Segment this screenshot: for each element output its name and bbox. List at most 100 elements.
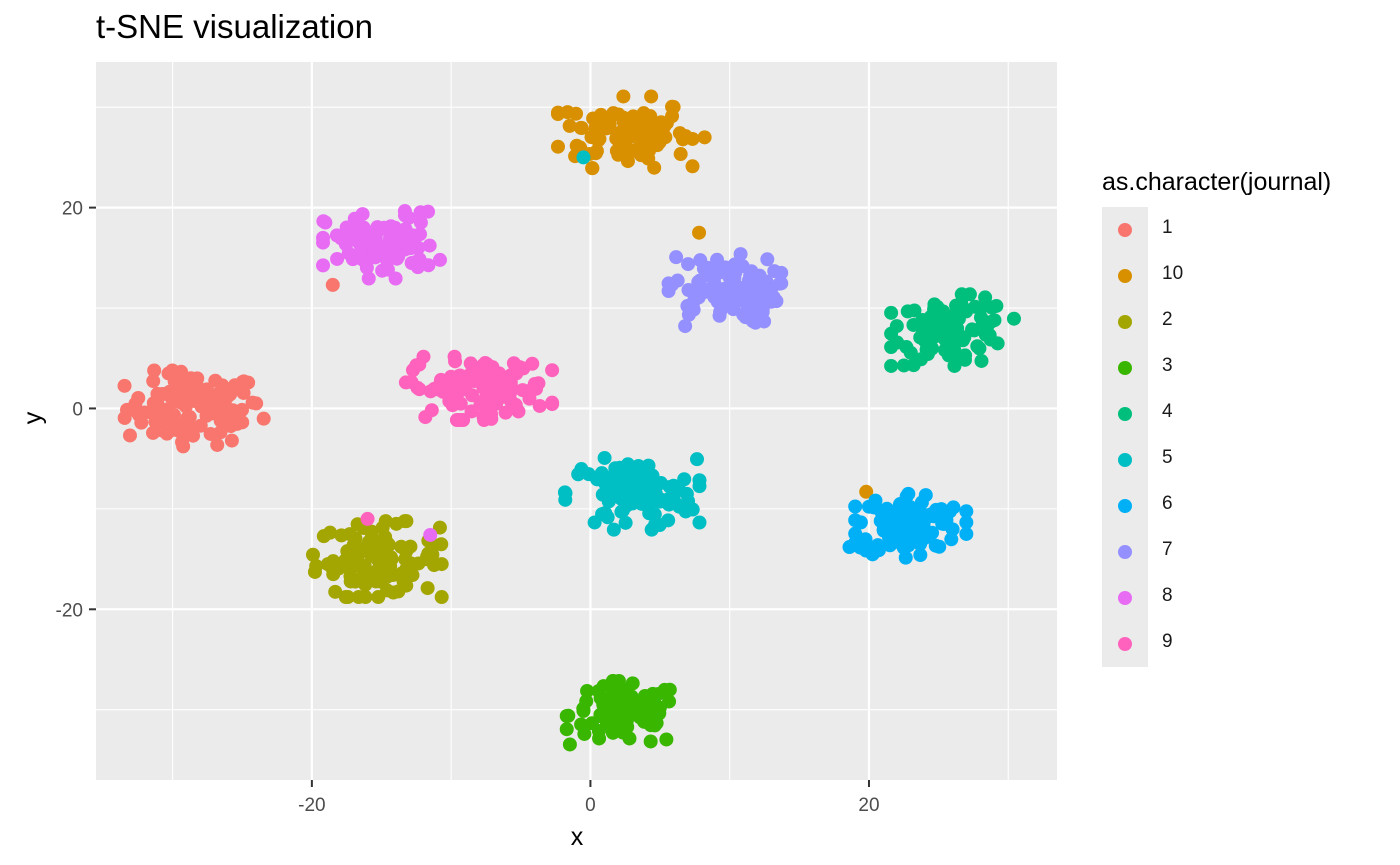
data-point [959,526,974,541]
data-point [532,398,547,413]
data-point [146,374,161,389]
data-point [898,550,913,565]
data-point [388,271,403,286]
data-point [954,295,969,310]
data-point [224,433,239,448]
data-point [316,235,331,250]
data-point [545,397,560,412]
data-point [148,404,163,419]
data-point [484,411,499,426]
data-point [585,161,600,176]
data-point [972,341,987,356]
data-point [574,121,589,136]
data-point [660,492,675,507]
data-point [488,366,503,381]
data-point [562,118,577,133]
data-point [434,590,449,605]
data-point [413,215,428,230]
data-point [678,319,693,334]
legend-dot-icon [1118,361,1132,375]
data-point [692,225,707,240]
data-point [747,297,762,312]
data-point [643,734,658,749]
x-tick-label: 20 [858,795,879,816]
data-point [423,527,438,542]
data-point [774,265,789,280]
legend-label: 7 [1162,539,1173,560]
series-8 [316,204,448,542]
legend-item: 2 [1102,299,1342,345]
data-point [897,536,912,551]
data-point [595,507,610,522]
data-point [389,232,404,247]
x-tick-label: 0 [585,795,596,816]
data-point [701,282,716,297]
legend-key [1102,299,1148,345]
legend-dot-icon [1118,269,1132,283]
legend-item: 7 [1102,529,1342,575]
data-point [690,452,705,467]
data-point [444,369,459,384]
data-point [418,410,433,425]
data-point [525,356,540,371]
data-point [236,374,251,389]
data-point [681,257,696,272]
legend-label: 9 [1162,631,1173,652]
data-point [592,731,607,746]
data-point [927,329,942,344]
data-point [529,381,544,396]
data-point [433,252,448,267]
data-point [630,700,645,715]
data-point [882,538,897,553]
data-point [944,532,959,547]
data-point [848,513,863,528]
legend-item: 5 [1102,437,1342,483]
data-point [425,547,440,562]
data-point [365,572,380,587]
data-point [421,204,436,219]
data-point [374,550,389,565]
data-point [659,732,674,747]
data-point [378,514,393,529]
data-point [669,250,684,265]
data-point [590,472,605,487]
data-point [325,277,340,292]
data-point [147,363,162,378]
legend-item: 8 [1102,575,1342,621]
data-point [692,515,707,530]
data-point [680,299,695,314]
data-point [665,99,680,114]
legend-key [1102,391,1148,437]
data-point [641,151,656,166]
data-point [902,509,917,524]
legend-label: 2 [1162,309,1173,330]
data-point [316,258,331,273]
legend-dot-icon [1118,499,1132,513]
data-point [764,282,779,297]
data-point [193,418,208,433]
data-point [675,132,690,147]
data-point [550,139,565,154]
data-point [913,548,928,563]
legend-label: 10 [1162,263,1184,284]
series-9 [360,349,560,526]
data-point [624,689,639,704]
data-point [432,520,447,535]
panel-background [96,62,1057,780]
data-point [848,499,863,514]
data-point [218,399,233,414]
data-point [401,210,416,225]
legend-item: 3 [1102,345,1342,391]
data-point [512,360,527,375]
data-point [410,260,425,275]
legend-key [1102,437,1148,483]
data-point [571,467,586,482]
legend-label: 8 [1162,585,1173,606]
legend-label: 5 [1162,447,1173,468]
data-point [918,488,933,503]
data-point [769,294,784,309]
data-point [712,308,727,323]
data-point [652,700,667,715]
data-point [223,387,238,402]
